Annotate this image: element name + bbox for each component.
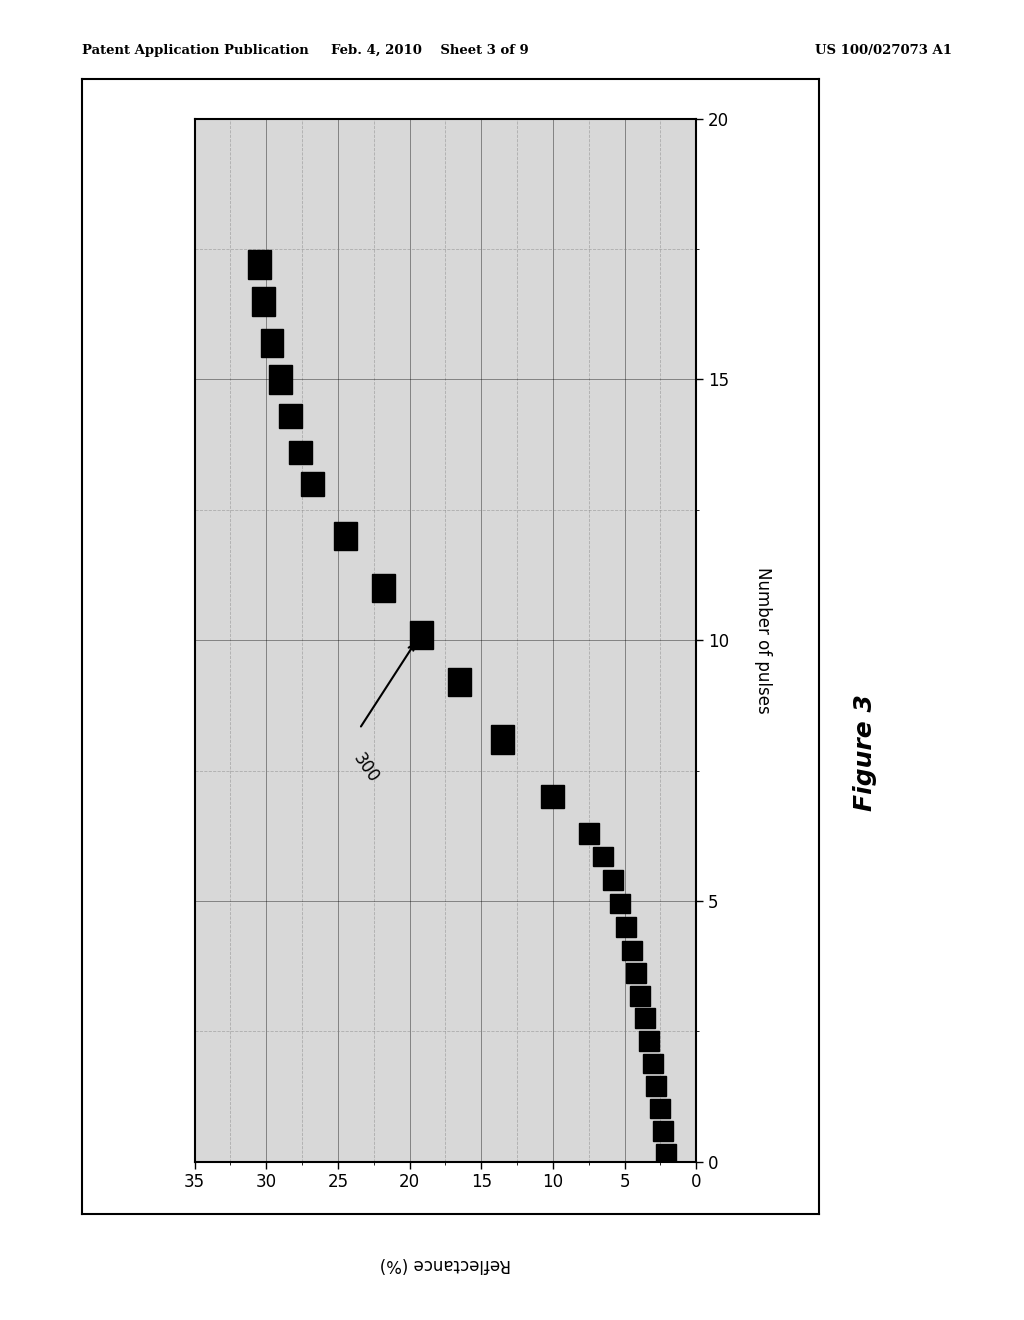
Text: 300: 300 (349, 750, 382, 785)
Bar (492, 725, 514, 754)
Bar (449, 668, 471, 696)
Bar (248, 251, 270, 279)
Bar (593, 846, 613, 866)
Bar (622, 941, 642, 961)
Bar (542, 785, 564, 808)
Bar (334, 521, 356, 550)
Bar (579, 822, 599, 843)
Y-axis label: Number of pulses: Number of pulses (755, 566, 772, 714)
Bar (269, 366, 292, 393)
Bar (603, 870, 624, 890)
Bar (635, 1008, 654, 1028)
Bar (626, 964, 646, 983)
Bar (252, 286, 274, 315)
Bar (643, 1053, 663, 1073)
Bar (280, 404, 302, 428)
Bar (610, 894, 631, 913)
Bar (639, 1031, 659, 1051)
Text: Feb. 4, 2010    Sheet 3 of 9: Feb. 4, 2010 Sheet 3 of 9 (331, 44, 529, 57)
Text: Reflectance (%): Reflectance (%) (380, 1255, 511, 1274)
Bar (656, 1144, 676, 1164)
Bar (649, 1098, 670, 1118)
Text: Figure 3: Figure 3 (853, 694, 878, 810)
Bar (289, 441, 312, 465)
Bar (410, 620, 432, 649)
Text: US 100/027073 A1: US 100/027073 A1 (815, 44, 952, 57)
Bar (373, 574, 395, 602)
Bar (653, 1122, 674, 1142)
Bar (631, 986, 650, 1006)
Bar (301, 473, 324, 495)
Bar (646, 1076, 667, 1096)
Bar (260, 329, 284, 358)
Bar (616, 917, 636, 937)
Text: Patent Application Publication: Patent Application Publication (82, 44, 308, 57)
